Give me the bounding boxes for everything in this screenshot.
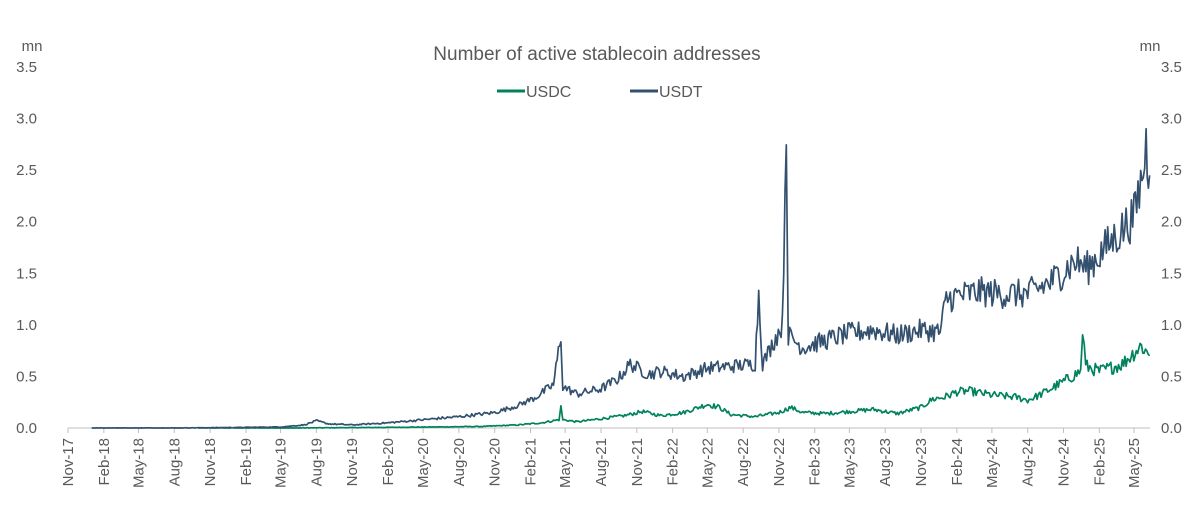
x-tick-label: May-18	[130, 438, 147, 488]
y-tick-left: 3.0	[16, 111, 37, 128]
x-tick-label: Nov-18	[202, 438, 219, 486]
x-tick-label: Aug-24	[1020, 438, 1037, 486]
series-line-usdt	[91, 127, 1151, 429]
y-tick-right: 2.5	[1161, 162, 1182, 179]
x-tick-label: May-23	[841, 438, 858, 488]
x-tick-label: Feb-20	[380, 438, 397, 486]
x-tick-label: Nov-17	[60, 438, 77, 486]
x-tick-label: Feb-23	[807, 438, 824, 486]
y-tick-left: 0.0	[16, 420, 37, 437]
x-tick-label: Nov-22	[771, 438, 788, 486]
legend: USDC USDT	[497, 84, 703, 101]
x-tick-label: Feb-25	[1091, 438, 1108, 486]
x-tick-label: Nov-23	[913, 438, 930, 486]
x-tick-label: Nov-24	[1056, 438, 1073, 486]
y-tick-left: 1.5	[16, 265, 37, 282]
y-tick-right: 1.5	[1161, 265, 1182, 282]
x-tick-label: Feb-24	[949, 438, 966, 486]
y-tick-left: 0.5	[16, 368, 37, 385]
y-unit-left: mn	[22, 38, 43, 55]
y-tick-left: 2.0	[16, 214, 37, 231]
x-tick-label: Nov-19	[344, 438, 361, 486]
y-unit-right: mn	[1140, 38, 1161, 55]
legend-label-usdc: USDC	[526, 84, 571, 101]
x-tick-label: Aug-18	[166, 438, 183, 486]
y-tick-right: 1.0	[1161, 317, 1182, 334]
legend-label-usdt: USDT	[659, 84, 703, 101]
series-line-usdc	[197, 334, 1151, 429]
x-axis: Nov-17 Feb-18 May-18 Aug-18 Nov-18 Feb-19 May-…	[60, 427, 1150, 488]
y-tick-right: 0.5	[1161, 368, 1182, 385]
x-tick-label: May-25	[1126, 438, 1143, 488]
y-axis-right: 0.0 0.5 1.0 1.5 2.0 2.5 3.0 3.5	[1161, 59, 1182, 437]
y-axis-left: 0.0 0.5 1.0 1.5 2.0 2.5 3.0 3.5	[16, 59, 37, 437]
x-tick-label: Aug-20	[451, 438, 468, 486]
x-tick-label: May-24	[984, 438, 1001, 488]
x-tick-label: Aug-19	[308, 438, 325, 486]
series-group	[91, 127, 1151, 429]
y-tick-left: 2.5	[16, 162, 37, 179]
y-tick-right: 3.0	[1161, 111, 1182, 128]
y-tick-right: 2.0	[1161, 214, 1182, 231]
x-tick-label: Feb-22	[665, 438, 682, 486]
x-tick-label: Feb-21	[523, 438, 540, 486]
x-tick-label: Nov-20	[487, 438, 504, 486]
x-tick-label: Aug-23	[877, 438, 894, 486]
x-tick-label: Nov-21	[629, 438, 646, 486]
x-tick-label: Feb-19	[238, 438, 255, 486]
x-tick-label: Aug-22	[735, 438, 752, 486]
y-tick-left: 3.5	[16, 59, 37, 76]
x-tick-label: May-19	[273, 438, 290, 488]
y-tick-right: 3.5	[1161, 59, 1182, 76]
chart-title: Number of active stablecoin addresses	[433, 44, 760, 65]
y-tick-right: 0.0	[1161, 420, 1182, 437]
y-tick-left: 1.0	[16, 317, 37, 334]
x-tick-label: May-21	[557, 438, 574, 488]
x-tick-label: May-20	[415, 438, 432, 488]
x-tick-label: May-22	[699, 438, 716, 488]
x-tick-label: Feb-18	[96, 438, 113, 486]
x-tick-label: Aug-21	[593, 438, 610, 486]
